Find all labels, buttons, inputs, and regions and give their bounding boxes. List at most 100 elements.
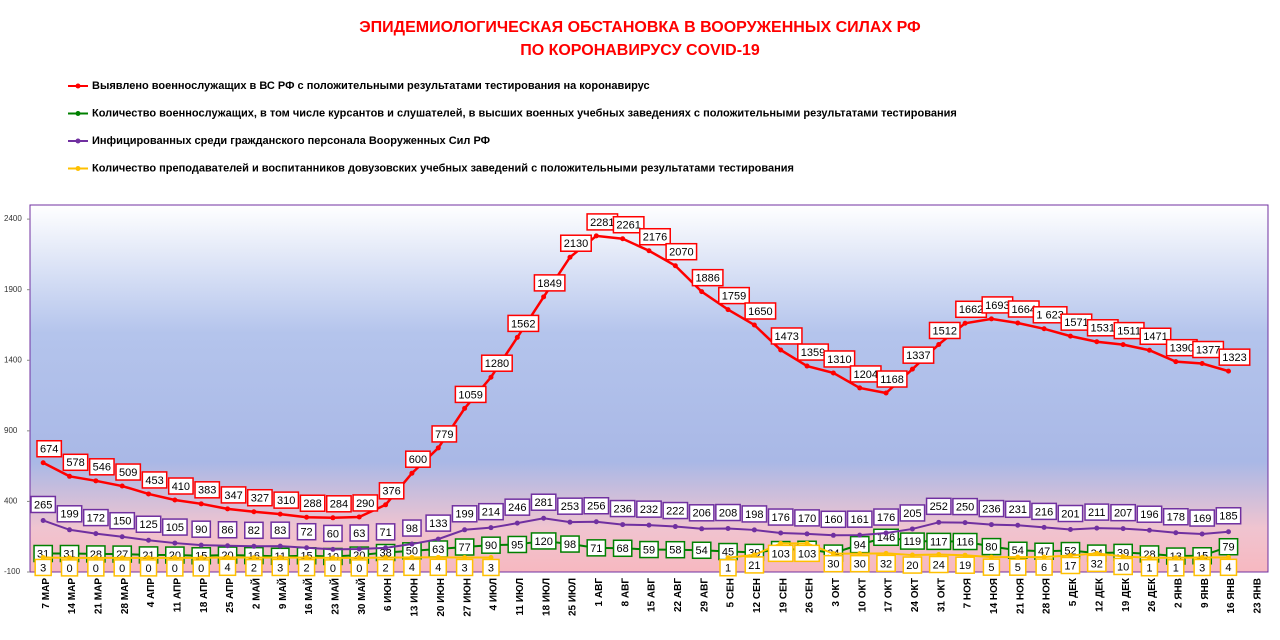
data-label-box [849, 554, 870, 573]
data-label: 21 [748, 560, 760, 572]
data-label: 45 [722, 546, 734, 558]
data-point [40, 517, 46, 523]
data-point [883, 390, 889, 396]
data-point [514, 334, 520, 340]
data-label-box [378, 482, 405, 500]
data-label: 250 [956, 502, 974, 514]
x-tick-label: 1 АВГ [594, 578, 605, 607]
data-label-box [639, 540, 659, 559]
data-label: 105 [166, 522, 184, 534]
data-label-box [375, 523, 396, 541]
x-tick-label: 29 АВГ [699, 578, 710, 612]
data-point [646, 248, 652, 254]
data-label-box [482, 558, 500, 577]
data-label: 284 [330, 499, 348, 511]
data-label: 54 [696, 545, 708, 557]
x-tick-label: 26 ДЕК [1147, 577, 1158, 612]
data-label: 116 [956, 536, 974, 548]
data-label: 4 [409, 562, 415, 574]
data-point [751, 322, 757, 328]
data-label: 170 [798, 513, 816, 525]
data-label: 1849 [537, 278, 561, 290]
data-point [1173, 359, 1179, 365]
data-label: 10 [1117, 561, 1129, 573]
data-point [725, 307, 731, 313]
data-label-box [324, 559, 342, 577]
x-tick-label: 9 ЯНВ [1200, 578, 1211, 608]
legend-swatch [75, 166, 81, 171]
x-tick-label: 13 ИЮН [410, 578, 421, 617]
data-label: 1511 [1117, 326, 1141, 338]
data-label: 1323 [1222, 352, 1246, 364]
data-label: 199 [60, 509, 78, 521]
data-label-box [876, 554, 896, 573]
data-label: 1337 [906, 350, 930, 362]
data-point [67, 473, 73, 479]
data-label: 1512 [933, 325, 957, 337]
data-point [672, 263, 678, 269]
data-label-box [454, 385, 487, 404]
data-point [172, 497, 178, 503]
data-label-box [402, 519, 422, 537]
data-point [146, 537, 152, 543]
data-label-box [323, 524, 343, 543]
data-label: 327 [251, 493, 269, 505]
data-point [830, 370, 836, 376]
data-label: 2130 [564, 238, 588, 250]
data-label-box [823, 554, 844, 573]
data-label: 246 [508, 502, 526, 514]
data-label-box [902, 556, 923, 574]
data-label-box [88, 458, 115, 476]
data-label: 1280 [485, 358, 509, 370]
data-label: 1473 [774, 331, 798, 343]
data-point [909, 526, 915, 532]
x-tick-label: 7 НОЯ [963, 578, 974, 608]
data-label: 1471 [1143, 331, 1167, 343]
data-point [936, 519, 942, 525]
data-label: 77 [458, 542, 470, 554]
data-label-box [271, 558, 289, 577]
data-point [356, 514, 362, 520]
data-point [225, 506, 231, 512]
data-label-box [194, 481, 221, 499]
data-point [804, 363, 810, 369]
data-label-box [1110, 503, 1137, 522]
data-label-box [794, 509, 820, 527]
data-label-box [899, 532, 925, 550]
x-tick-label: 12 СЕН [752, 578, 763, 613]
data-label-box [926, 532, 952, 551]
data-label-box [34, 558, 52, 577]
data-point [804, 531, 810, 537]
data-label: 95 [511, 539, 523, 551]
data-label: 125 [139, 519, 157, 531]
data-label: 198 [745, 509, 763, 521]
data-label: 3 [40, 562, 46, 574]
data-label: 214 [482, 507, 500, 519]
data-point [962, 520, 968, 526]
data-point [830, 532, 836, 538]
x-tick-label: 9 МАЙ [276, 578, 289, 609]
data-label-box [636, 500, 662, 518]
data-label-box [192, 559, 210, 577]
data-label-box [1139, 327, 1172, 345]
data-point [567, 254, 573, 260]
data-label: 232 [640, 504, 658, 516]
x-tick-label: 14 НОЯ [989, 578, 1000, 614]
x-tick-label: 25 ИЮЛ [568, 578, 579, 616]
data-point [304, 545, 310, 551]
data-point [119, 483, 125, 489]
data-label-box [1113, 557, 1134, 576]
data-point [1199, 531, 1205, 537]
data-label: 1759 [722, 291, 746, 303]
data-point [883, 530, 889, 536]
x-tick-label: 2 МАЙ [250, 578, 263, 609]
data-label: 0 [172, 563, 178, 575]
data-point [409, 470, 415, 476]
x-tick-label: 14 МАР [67, 578, 78, 614]
data-label: 59 [643, 544, 655, 556]
data-label: 0 [93, 563, 99, 575]
data-point [462, 405, 468, 411]
data-label-box [30, 495, 57, 514]
x-tick-label: 4 АПР [146, 578, 157, 608]
data-label-box [1218, 348, 1251, 366]
